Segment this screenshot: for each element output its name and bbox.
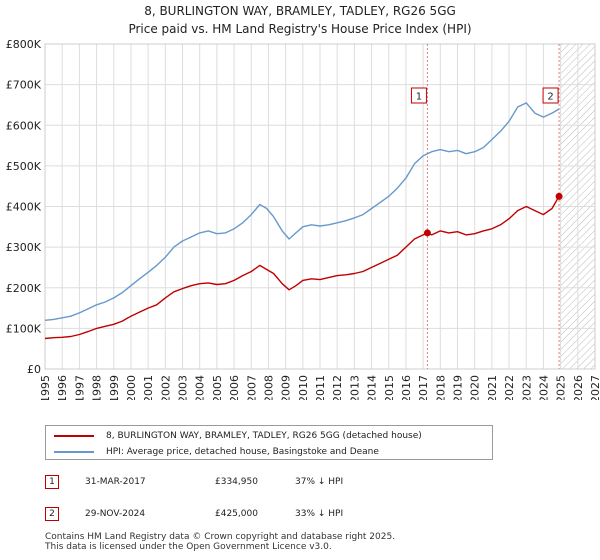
sale-date-2: 29-NOV-2024	[85, 509, 146, 519]
x-tick-label: 2024	[537, 375, 550, 400]
x-tick-label: 2019	[452, 375, 465, 400]
footer-line1: Contains HM Land Registry data © Crown c…	[45, 532, 396, 542]
sale-marker-1: 1	[45, 475, 59, 489]
x-tick-label: 1996	[56, 375, 69, 400]
x-tick-label: 2001	[142, 375, 155, 400]
x-tick-label: 2014	[366, 375, 379, 400]
y-tick-label: £600K	[6, 119, 42, 132]
legend-label-property: 8, BURLINGTON WAY, BRAMLEY, TADLEY, RG26…	[106, 431, 422, 441]
x-tick-label: 1999	[108, 375, 121, 400]
series-line-hpi	[44, 102, 560, 321]
x-tick-label: 1997	[73, 375, 86, 400]
x-tick-label: 2026	[572, 375, 585, 400]
x-tick-label: 2013	[348, 375, 361, 400]
plot-frame	[44, 43, 596, 370]
y-tick-label: £700K	[6, 79, 42, 92]
sale-label-2: 2	[547, 92, 553, 103]
y-tick-label: £500K	[6, 160, 42, 173]
y-tick-label: £800K	[6, 40, 42, 51]
sale-point-2	[555, 192, 563, 200]
series-line-property	[44, 195, 560, 340]
x-tick-label: 2015	[383, 375, 396, 400]
x-tick-label: 2016	[400, 375, 413, 400]
legend: 8, BURLINGTON WAY, BRAMLEY, TADLEY, RG26…	[45, 425, 493, 460]
sale-price-2: £425,000	[215, 509, 258, 519]
sale-label-1: 1	[416, 92, 422, 103]
footer: Contains HM Land Registry data © Crown c…	[45, 532, 395, 552]
x-tick-label: 1995	[39, 375, 52, 400]
sale-hpi-2: 33% ↓ HPI	[295, 509, 344, 519]
x-tick-label: 2003	[177, 375, 190, 400]
x-tick-label: 2025	[555, 375, 568, 400]
x-tick-label: 2008	[262, 375, 275, 400]
y-tick-label: £300K	[6, 241, 42, 254]
y-tick-label: £200K	[6, 282, 42, 295]
sale-row-2: 2 29-NOV-2024 £425,000 33% ↓ HPI	[45, 506, 343, 522]
x-tick-label: 2012	[331, 375, 344, 400]
x-tick-label: 2022	[503, 375, 516, 400]
x-tick-label: 2018	[434, 375, 447, 400]
x-tick-label: 2017	[417, 375, 430, 400]
sale-row-1: 1 31-MAR-2017 £334,950 37% ↓ HPI	[45, 474, 343, 490]
chart-title-line2: Price paid vs. HM Land Registry's House …	[128, 22, 472, 36]
x-tick-label: 2007	[245, 375, 258, 400]
sale-price-1: £334,950	[215, 477, 258, 487]
sale-label-box-1	[410, 87, 427, 104]
x-tick-label: 2002	[159, 375, 172, 400]
x-tick-label: 2027	[589, 375, 600, 400]
x-tick-label: 2021	[486, 375, 499, 400]
x-tick-label: 2020	[469, 375, 482, 400]
x-tick-label: 2000	[125, 375, 138, 400]
x-tick-label: 2004	[194, 375, 207, 400]
sale-point-1	[423, 229, 431, 237]
footer-line2: This data is licensed under the Open Gov…	[45, 542, 332, 552]
sale-label-box-2	[542, 87, 559, 104]
x-tick-label: 2010	[297, 375, 310, 400]
legend-label-hpi: HPI: Average price, detached house, Basi…	[106, 447, 379, 457]
x-tick-label: 2009	[280, 375, 293, 400]
legend-swatch-hpi	[54, 451, 94, 453]
y-tick-label: £400K	[6, 201, 42, 214]
price-chart: £0 £100K £200K £300K £400K £500K £600K £700K £80…	[6, 40, 600, 400]
x-tick-label: 2023	[520, 375, 533, 400]
x-tick-label: 2011	[314, 375, 327, 400]
y-tick-label: £0	[27, 363, 41, 376]
x-tick-label: 2005	[211, 375, 224, 400]
x-tick-label: 1998	[91, 375, 104, 400]
sale-marker-2: 2	[45, 507, 59, 521]
legend-swatch-property	[54, 435, 94, 437]
legend-item-hpi: HPI: Average price, detached house, Basi…	[54, 444, 379, 460]
y-tick-label: £100K	[6, 322, 42, 335]
legend-item-property: 8, BURLINGTON WAY, BRAMLEY, TADLEY, RG26…	[54, 428, 422, 444]
chart-title-line1: 8, BURLINGTON WAY, BRAMLEY, TADLEY, RG26…	[144, 4, 456, 18]
x-tick-label: 2006	[228, 375, 241, 400]
sale-hpi-1: 37% ↓ HPI	[295, 477, 344, 487]
chart-title: 8, BURLINGTON WAY, BRAMLEY, TADLEY, RG26…	[0, 2, 600, 38]
sale-date-1: 31-MAR-2017	[85, 477, 146, 487]
